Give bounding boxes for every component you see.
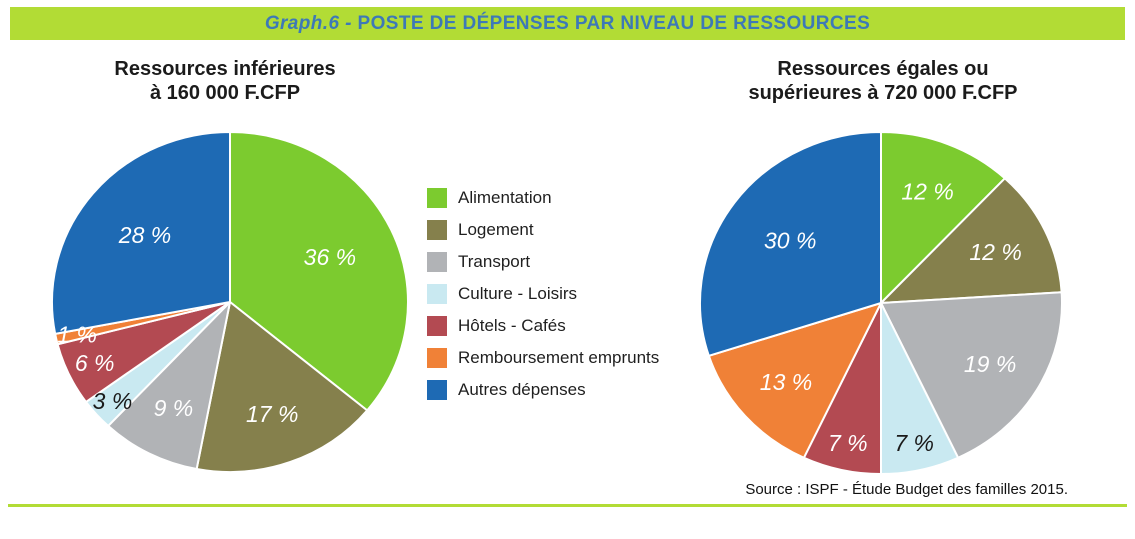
pie-slice-value-label: 7 %	[828, 430, 868, 456]
pie-slice-value-label: 7 %	[894, 430, 934, 456]
pie-slice-transport	[107, 301, 231, 470]
pie-slice-value-label: 3 %	[93, 388, 133, 414]
pie-slice-value-label: 12 %	[901, 179, 953, 205]
pie-slice-value-label: 1 %	[57, 322, 97, 348]
legend-swatch	[427, 188, 447, 208]
figure-title: POSTE DE DÉPENSES PAR NIVEAU DE RESSOURC…	[357, 13, 871, 34]
pie-slice-alimentation	[880, 131, 1006, 304]
figure-title-bar: Graph.6 - POSTE DE DÉPENSES PAR NIVEAU D…	[10, 7, 1125, 40]
legend-item-remboursement-emprunts: Remboursement emprunts	[427, 348, 659, 368]
pie-slice-value-label: 6 %	[75, 350, 115, 376]
legend-label: Autres dépenses	[458, 380, 586, 399]
legend-swatch	[427, 316, 447, 336]
legend-swatch	[427, 220, 447, 240]
legend-swatch	[427, 284, 447, 304]
right-pie-title: Ressources égales ou supérieures à 720 0…	[748, 58, 1018, 105]
title-separator: -	[339, 13, 358, 34]
pie-chart-left: 36 % 17 % 9 % 3 % 6 %1 % 28 %	[51, 131, 409, 473]
pie-slice-logement	[880, 177, 1063, 304]
legend-swatch	[427, 380, 447, 400]
left-pie-title: Ressources inférieures à 160 000 F.CFP	[114, 58, 336, 105]
legend-label: Logement	[458, 220, 534, 239]
source-note: Source : ISPF - Étude Budget des famille…	[745, 481, 1068, 498]
legend-swatch	[427, 348, 447, 368]
graph-number: Graph.6	[264, 13, 340, 34]
pie-slice-autres-depenses	[51, 131, 231, 335]
legend-swatch	[427, 252, 447, 272]
legend-item-hotels-cafes: Hôtels - Cafés	[427, 316, 659, 336]
pie-slice-logement	[195, 301, 369, 473]
pie-chart-right: 12 % 12 % 19 % 7 % 7 % 13 % 30 %	[699, 131, 1063, 475]
pie-slice-remboursement-emprunts	[707, 302, 882, 459]
pie-slice-alimentation	[229, 131, 409, 412]
legend-item-culture-loisirs: Culture - Loisirs	[427, 284, 659, 304]
pie-slice-transport	[880, 291, 1063, 459]
legend: Alimentation Logement Transport Culture - L…	[427, 188, 659, 412]
legend-item-logement: Logement	[427, 220, 659, 240]
legend-label: Transport	[458, 252, 531, 271]
legend-item-alimentation: Alimentation	[427, 188, 659, 208]
pie-slice-autres-depenses	[699, 131, 882, 357]
pie-slice-value-label: 30 %	[764, 228, 816, 254]
legend-item-autres-depenses: Autres dépenses	[427, 380, 659, 400]
legend-item-transport: Transport	[427, 252, 659, 272]
pie-slice-value-label: 17 %	[246, 401, 298, 427]
legend-label: Alimentation	[458, 188, 552, 207]
legend-label: Hôtels - Cafés	[458, 316, 566, 335]
pie-slice-value-label: 19 %	[964, 351, 1016, 377]
pie-slice-value-label: 36 %	[304, 244, 356, 270]
legend-label: Culture - Loisirs	[458, 284, 578, 303]
pie-slice-value-label: 28 %	[118, 222, 171, 248]
pie-slice-value-label: 13 %	[760, 369, 812, 395]
pie-slice-value-label: 12 %	[969, 239, 1021, 265]
pie-slice-value-label: 9 %	[154, 395, 194, 421]
bottom-divider	[8, 504, 1127, 507]
legend-label: Remboursement emprunts	[458, 348, 660, 367]
